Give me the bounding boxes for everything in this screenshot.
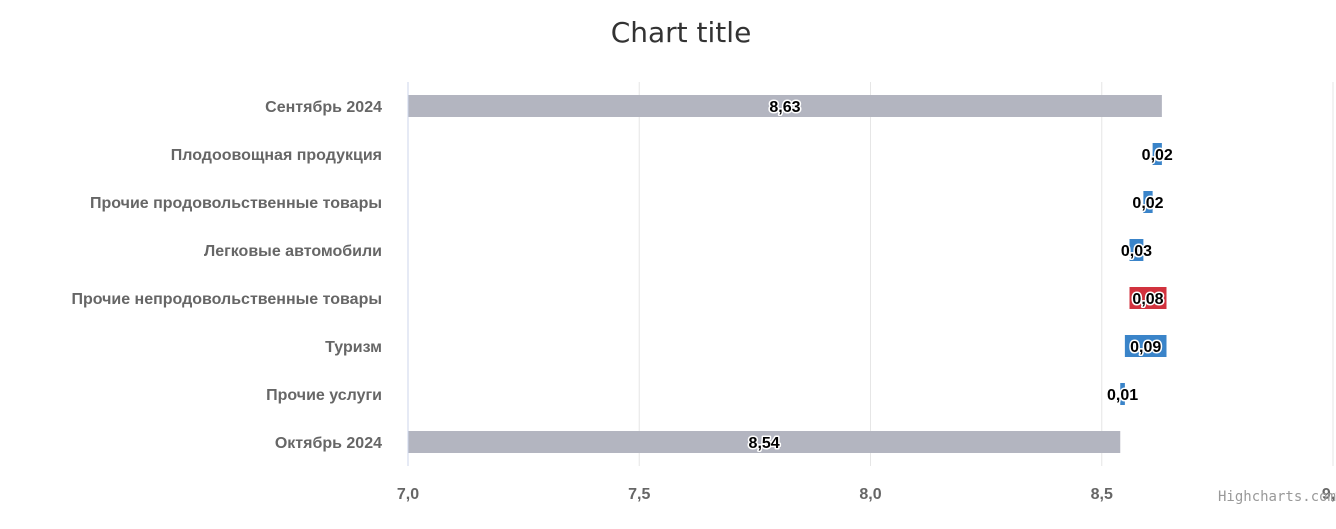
category-label: Туризм	[325, 339, 382, 356]
bar-data-label: 0,03	[1121, 243, 1152, 260]
bars	[408, 95, 1167, 453]
total-bar[interactable]	[408, 95, 1162, 117]
x-tick-label: 9,0	[1322, 486, 1336, 503]
x-tick-label: 7,0	[397, 486, 419, 503]
category-label: Сентябрь 2024	[265, 99, 382, 116]
total-bar[interactable]	[408, 431, 1121, 453]
category-label: Легковые автомобили	[204, 243, 382, 260]
decrease-bar[interactable]	[1129, 239, 1144, 261]
x-tick-label: 7,5	[628, 486, 650, 503]
x-tick-label: 8,5	[1091, 486, 1113, 503]
category-label: Прочие непродовольственные товары	[71, 291, 382, 308]
credits-link[interactable]: Highcharts.com	[1218, 489, 1336, 505]
bar-data-label: 0,08	[1132, 291, 1163, 308]
bar-data-label: 0,02	[1132, 195, 1163, 212]
category-label: Прочие продовольственные товары	[90, 195, 382, 212]
decrease-bar[interactable]	[1120, 383, 1125, 405]
chart-title: Chart title	[611, 16, 752, 49]
x-tick-label: 8,0	[859, 486, 881, 503]
decrease-bar[interactable]	[1152, 143, 1162, 165]
category-label: Прочие услуги	[266, 387, 382, 404]
increase-bar[interactable]	[1129, 287, 1167, 309]
category-label: Октябрь 2024	[275, 435, 382, 452]
data-labels: 8,63 0,02 0,02 0,03 0,08 0,09 0,01 8,54	[747, 98, 1174, 454]
decrease-bar[interactable]	[1143, 191, 1153, 213]
bar-data-label: 0,01	[1107, 387, 1138, 404]
bar-data-label: 8,63	[769, 99, 800, 116]
axes: 7,0 7,5 8,0 8,5 9,0 Сентябрь 2024 Плодоовощная…	[71, 82, 1336, 503]
bar-data-label: 0,02	[1142, 147, 1173, 164]
decrease-bar[interactable]	[1124, 335, 1167, 357]
bar-data-label: 0,09	[1130, 339, 1161, 356]
bar-data-label: 8,54	[749, 435, 780, 452]
category-label: Плодоовощная продукция	[171, 147, 382, 164]
